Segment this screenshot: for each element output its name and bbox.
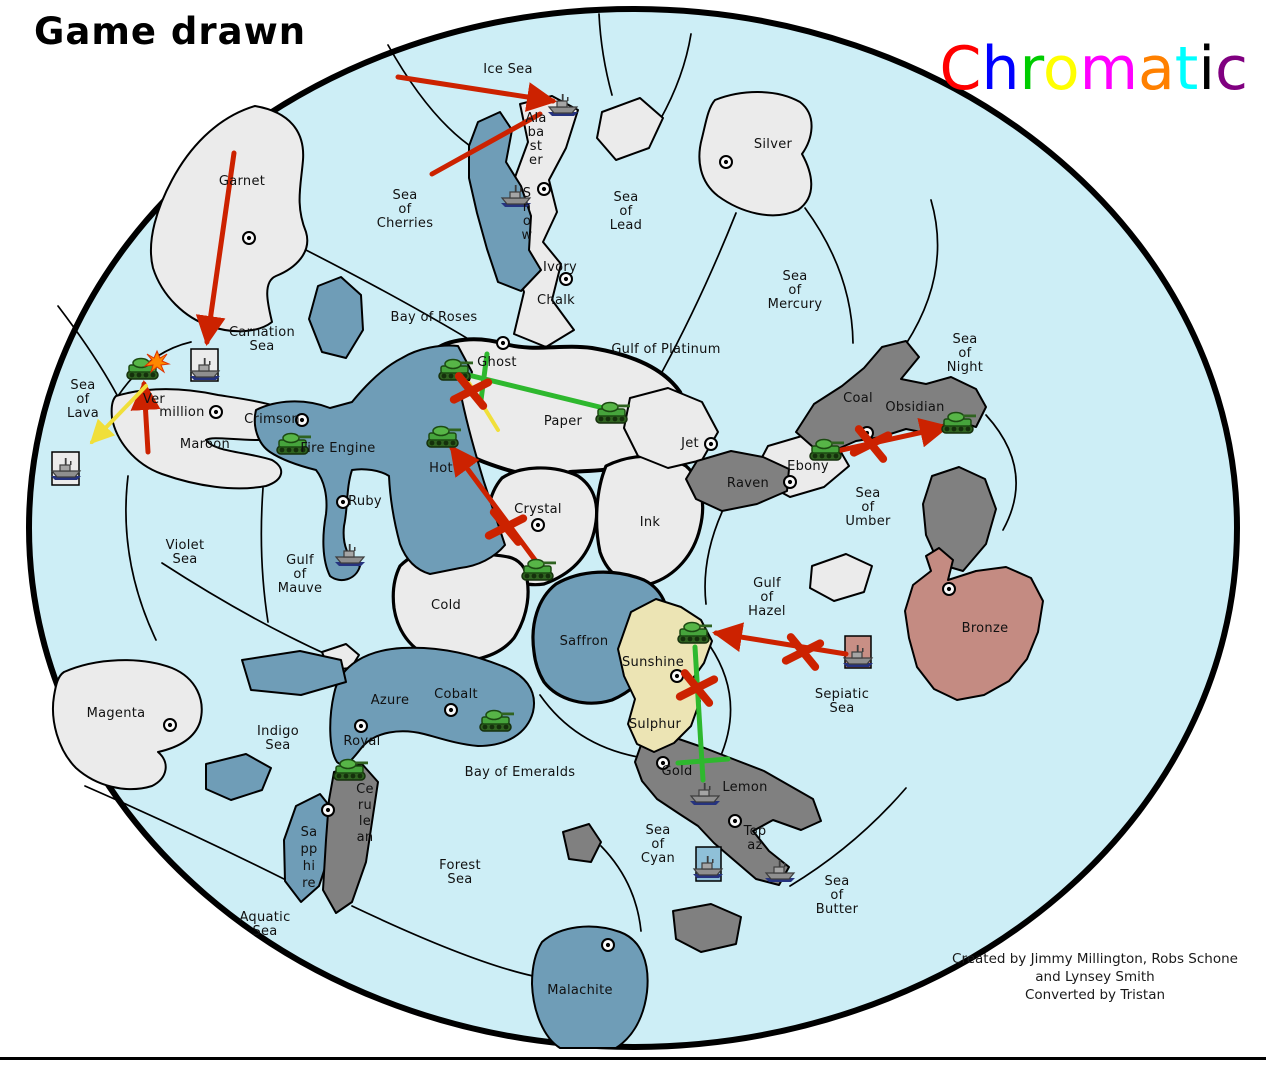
supply-center-dot — [531, 518, 545, 532]
region-roses-island[interactable] — [308, 276, 364, 359]
credits: Created by Jimmy Millington, Robs Schone… — [930, 950, 1260, 1004]
region-cyan-island[interactable] — [672, 903, 742, 953]
region-crimson-fireengine-ruby-hot[interactable] — [253, 344, 506, 582]
sea-borders — [57, 13, 1017, 977]
supply-center-dot — [354, 719, 368, 733]
order-line — [692, 644, 706, 783]
order-line — [395, 74, 557, 112]
region-indigo-island-west[interactable] — [205, 753, 272, 801]
supply-center-dot — [601, 938, 615, 952]
logo-letter: o — [1042, 34, 1080, 104]
order-line — [130, 380, 161, 455]
order-line — [712, 622, 849, 657]
supply-center-dot — [704, 437, 718, 451]
region-sapphire[interactable] — [283, 793, 337, 903]
region-raven[interactable] — [685, 450, 790, 512]
region-vermillion-maroon[interactable] — [110, 388, 302, 490]
supply-center-dot — [559, 272, 573, 286]
logo-letter: r — [1019, 34, 1043, 104]
region-gold-lemon-topaz[interactable] — [634, 736, 822, 886]
supply-center-dot — [728, 814, 742, 828]
region-umber-island[interactable] — [922, 466, 997, 572]
region-bronze[interactable] — [904, 547, 1044, 701]
supply-center-dot — [942, 582, 956, 596]
region-hazel-island[interactable] — [809, 553, 873, 602]
credits-line: and Lynsey Smith — [1035, 969, 1155, 985]
supply-center-dot — [537, 182, 551, 196]
region-silver[interactable] — [698, 91, 813, 217]
order-line — [449, 444, 541, 567]
supply-center-dot — [783, 475, 797, 489]
game-status: Game drawn — [34, 10, 307, 53]
order-line — [429, 111, 543, 177]
credits-line: Converted by Tristan — [1024, 987, 1166, 1003]
logo-letter: a — [1138, 34, 1175, 104]
order-line — [675, 756, 731, 766]
order-arrows — [89, 74, 950, 783]
supply-center-dot — [496, 336, 510, 350]
order-line — [195, 150, 237, 346]
supply-center-dot — [444, 703, 458, 717]
region-malachite[interactable] — [531, 925, 649, 1049]
region-magenta[interactable] — [52, 659, 203, 791]
logo-letter: h — [981, 34, 1020, 104]
order-line — [89, 384, 148, 445]
supply-center-dot — [295, 413, 309, 427]
supply-center-dot — [242, 231, 256, 245]
supply-center-dot — [209, 405, 223, 419]
supply-center-dot — [163, 718, 177, 732]
region-garnet[interactable] — [149, 105, 309, 333]
supply-center-dot — [656, 756, 670, 770]
credits-line: Created by Jimmy Millington, Robs Schone — [952, 951, 1238, 967]
bottom-divider — [0, 1057, 1266, 1060]
logo-letter: i — [1198, 34, 1215, 104]
region-lead-island[interactable] — [596, 97, 664, 161]
logo-letter: c — [1215, 34, 1248, 104]
logo-letter: t — [1174, 34, 1199, 104]
supply-center-dot — [336, 495, 350, 509]
region-forest-islet[interactable] — [562, 823, 602, 863]
variant-logo-chromatic: Chromatic — [940, 34, 1248, 104]
supply-center-dot — [321, 803, 335, 817]
supply-center-dot — [719, 155, 733, 169]
order-line — [478, 351, 490, 403]
region-cerulean[interactable] — [322, 763, 379, 914]
region-indigo-island-north[interactable] — [241, 650, 347, 696]
logo-letter: C — [939, 34, 982, 104]
logo-letter: m — [1079, 34, 1139, 104]
